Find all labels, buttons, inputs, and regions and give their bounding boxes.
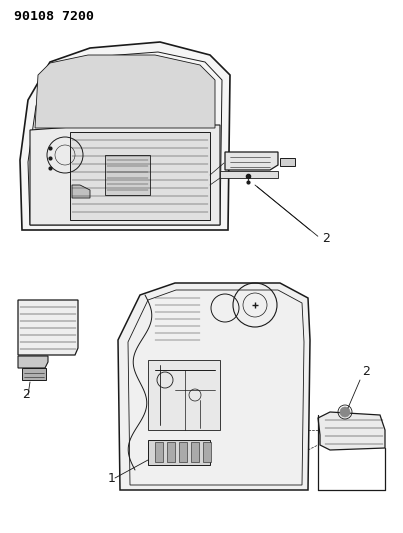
Polygon shape <box>118 283 310 490</box>
Bar <box>179 442 187 462</box>
Bar <box>203 442 211 462</box>
Bar <box>191 442 199 462</box>
Polygon shape <box>220 171 278 178</box>
Polygon shape <box>70 132 210 220</box>
Text: 90108 7200: 90108 7200 <box>14 10 94 23</box>
Bar <box>155 442 163 462</box>
Polygon shape <box>148 360 220 430</box>
Polygon shape <box>72 185 90 198</box>
Polygon shape <box>318 412 385 450</box>
Polygon shape <box>225 152 278 170</box>
Polygon shape <box>105 155 150 195</box>
Polygon shape <box>30 125 220 225</box>
Polygon shape <box>148 440 210 465</box>
Text: 1: 1 <box>108 472 116 485</box>
Text: 2: 2 <box>322 232 330 245</box>
Polygon shape <box>18 356 48 368</box>
Polygon shape <box>280 158 295 166</box>
Polygon shape <box>35 55 215 128</box>
Text: 2: 2 <box>22 388 30 401</box>
Text: 2: 2 <box>362 365 370 378</box>
Polygon shape <box>18 300 78 355</box>
Circle shape <box>340 407 350 417</box>
Polygon shape <box>20 42 230 230</box>
Bar <box>167 442 175 462</box>
Polygon shape <box>22 368 46 380</box>
